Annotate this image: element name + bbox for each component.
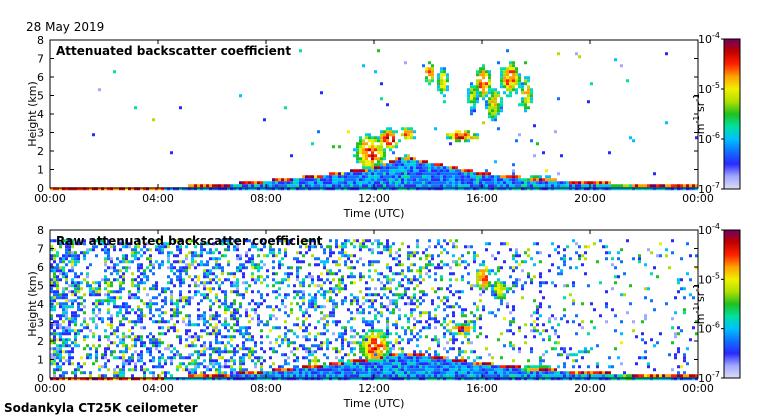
y-axis-label: Height (km) [26, 81, 39, 147]
y-tick-label: 8 [37, 224, 44, 237]
x-tick-label: 00:00 [34, 192, 66, 205]
backscatter-heatmap [50, 239, 698, 381]
colorbar-unit-label: m-1 sr-1 [692, 284, 707, 324]
x-tick-label: 20:00 [574, 382, 606, 395]
x-axis-label: Time (UTC) [343, 207, 405, 220]
colorbar-unit-label: m-1 sr-1 [692, 94, 707, 134]
y-tick-label: 6 [37, 261, 44, 274]
backscatter-heatmap [50, 49, 698, 191]
y-tick-label: 0 [37, 372, 44, 385]
panel-1: Attenuated backscatter coefficient 0 1 2 3 4 5… [26, 31, 741, 220]
y-tick-label: 1 [37, 164, 44, 177]
y-tick-label: 4 [37, 108, 44, 121]
x-tick-label: 16:00 [466, 382, 498, 395]
colorbar-tick-label: 10-7 [698, 181, 720, 196]
y-tick-label: 4 [37, 298, 44, 311]
x-tick-label: 20:00 [574, 192, 606, 205]
panel-title: Attenuated backscatter coefficient [56, 44, 291, 58]
colorbar-tick-label: 10-5 [698, 271, 720, 286]
x-tick-label: 00:00 [682, 382, 714, 395]
x-tick-label: 00:00 [682, 192, 714, 205]
y-tick-label: 7 [37, 243, 44, 256]
y-tick-label: 3 [37, 127, 44, 140]
panel-2: Raw attenuated backscatter coefficient 0 1… [26, 222, 741, 410]
y-tick-label: 6 [37, 71, 44, 84]
x-axis-label: Time (UTC) [343, 397, 405, 410]
colorbar: 10-4 10-5 10-6 10-7 m-1 sr-1 [692, 222, 741, 385]
y-tick-label: 8 [37, 34, 44, 47]
colorbar-tick-label: 10-6 [698, 321, 720, 336]
x-tick-label: 08:00 [250, 192, 282, 205]
colorbar-tick-label: 10-7 [698, 370, 720, 385]
y-tick-label: 7 [37, 53, 44, 66]
x-tick-label: 08:00 [250, 382, 282, 395]
x-tick-label: 16:00 [466, 192, 498, 205]
y-tick-label: 5 [37, 90, 44, 103]
colorbar-tick-label: 10-4 [698, 222, 720, 237]
colorbar-tick-label: 10-4 [698, 31, 720, 46]
x-tick-label: 00:00 [34, 382, 66, 395]
panel-title: Raw attenuated backscatter coefficient [56, 234, 323, 248]
colorbar-scale [723, 38, 741, 190]
colorbar: 10-4 10-5 10-6 10-7 m-1 sr-1 [692, 31, 741, 196]
y-tick-label: 3 [37, 317, 44, 330]
y-tick-label: 2 [37, 145, 44, 158]
x-tick-label: 12:00 [358, 192, 390, 205]
date-label: 28 May 2019 [26, 20, 105, 34]
y-tick-label: 5 [37, 280, 44, 293]
x-tick-label: 12:00 [358, 382, 390, 395]
colorbar-tick-label: 10-6 [698, 131, 720, 146]
y-tick-label: 0 [37, 182, 44, 195]
y-axis-label: Height (km) [26, 271, 39, 337]
y-tick-label: 2 [37, 335, 44, 348]
x-tick-label: 04:00 [142, 382, 174, 395]
instrument-label: Sodankyla CT25K ceilometer [4, 401, 198, 415]
colorbar-tick-label: 10-5 [698, 81, 720, 96]
colorbar-scale [723, 229, 741, 379]
x-tick-label: 04:00 [142, 192, 174, 205]
y-tick-label: 1 [37, 354, 44, 367]
